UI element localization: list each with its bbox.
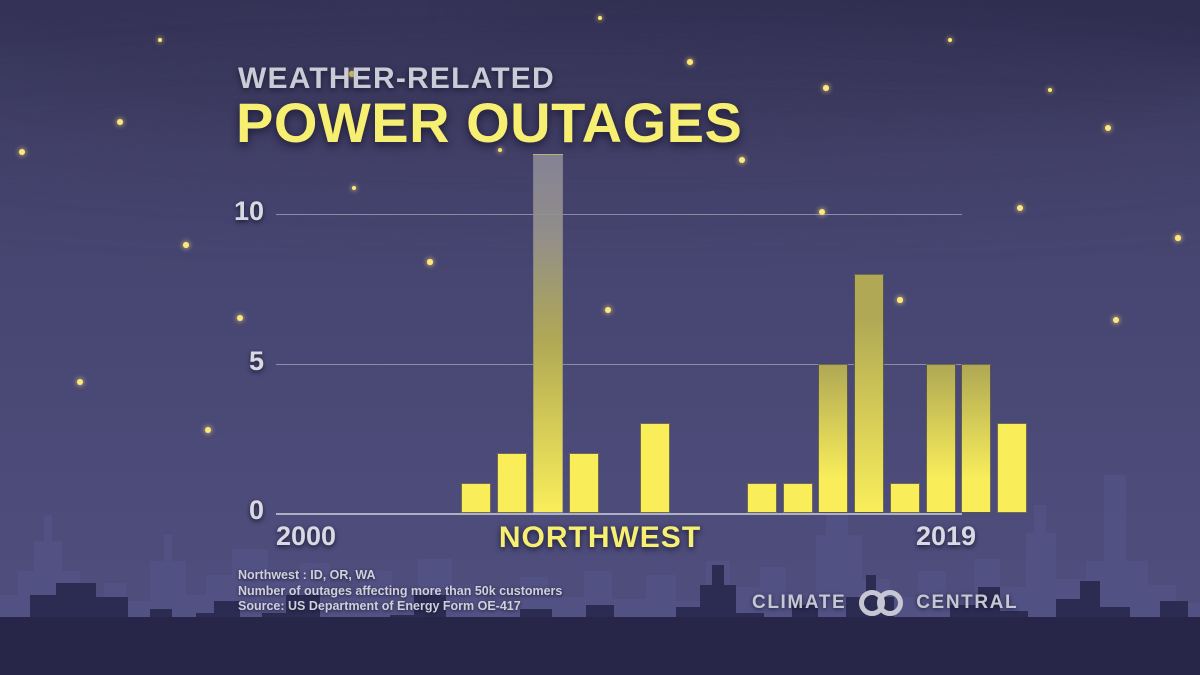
kicker-title: WEATHER-RELATED <box>238 62 555 95</box>
bar <box>640 423 670 513</box>
logo-word-left: CLIMATE <box>752 592 847 613</box>
footnote-source: Source: US Department of Energy Form OE-… <box>238 599 521 613</box>
bar <box>497 453 527 513</box>
y-axis-tick-label: 10 <box>233 196 264 226</box>
logo-word-right: CENTRAL <box>916 592 1019 613</box>
bar <box>890 483 920 513</box>
gridline <box>276 363 962 365</box>
bar <box>747 483 777 513</box>
bar <box>854 273 884 513</box>
axis-baseline <box>276 513 962 515</box>
gridline <box>276 214 962 215</box>
bar <box>569 453 599 513</box>
bar <box>818 363 848 513</box>
region-label: NORTHWEST <box>498 521 702 554</box>
bar <box>926 363 956 513</box>
page-title: POWER OUTAGES <box>236 91 743 154</box>
bar <box>461 483 491 513</box>
y-axis-tick-label: 0 <box>248 495 264 525</box>
footnote-region: Northwest : ID, OR, WA <box>238 568 376 582</box>
x-axis-start-label: 2000 <box>276 521 337 551</box>
y-axis-tick-label: 5 <box>248 345 264 376</box>
bar <box>533 154 563 513</box>
interlocking-rings-icon <box>859 590 904 616</box>
footnotes: Northwest : ID, OR, WA Number of outages… <box>238 568 562 615</box>
bar <box>961 363 991 513</box>
footnote-definition: Number of outages affecting more than 50… <box>238 583 563 598</box>
x-axis-end-label: 2019 <box>916 521 977 551</box>
bar <box>997 423 1027 513</box>
bar <box>783 483 813 513</box>
climate-central-logo: CLIMATE CENTRAL <box>752 590 1018 616</box>
foreground-ground <box>0 617 1200 675</box>
